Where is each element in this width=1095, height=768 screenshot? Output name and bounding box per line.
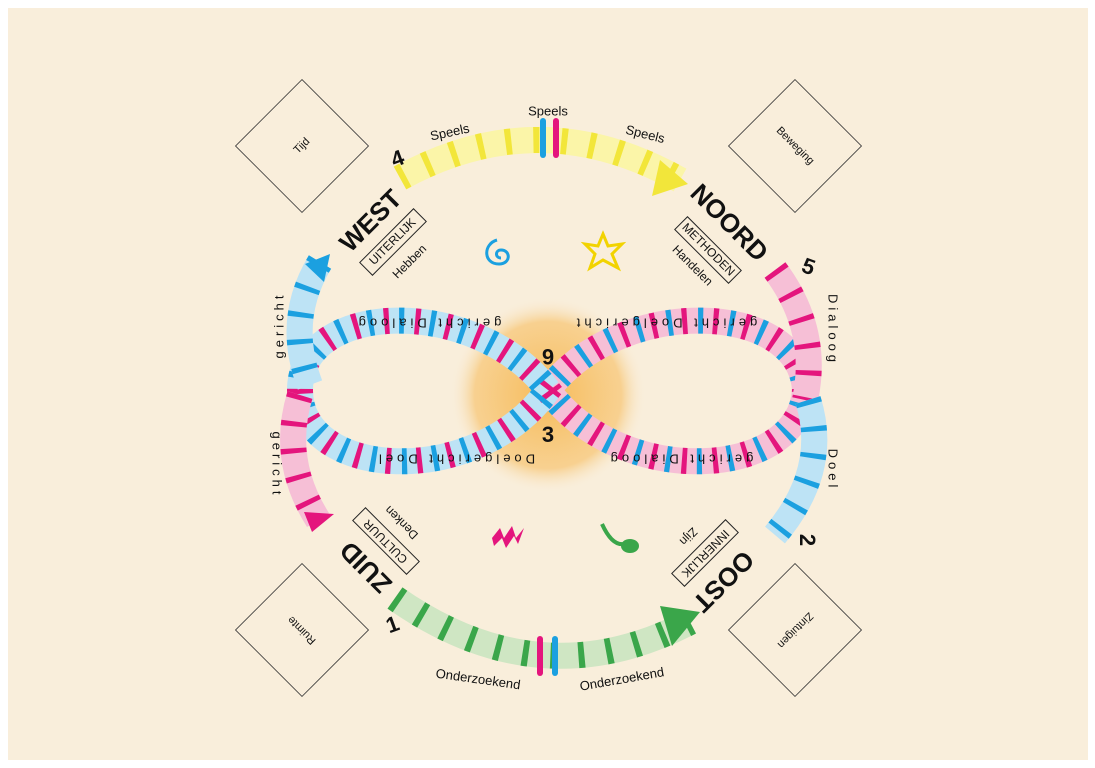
track-label: Doel <box>826 449 841 492</box>
track-label: Speels <box>528 103 568 118</box>
crossing-marker <box>540 118 546 158</box>
start-number: 3 <box>542 422 554 447</box>
crossing-marker <box>552 636 558 676</box>
crossing-marker <box>537 636 543 676</box>
game-board: Tijd Beweging Ruimte Zintuigen WE <box>0 0 1095 768</box>
crossing-marker <box>553 118 559 158</box>
track-label: Doelgericht Doel <box>375 452 535 467</box>
track-label: gericht Dialoog <box>355 316 502 331</box>
start-number: 6 <box>542 344 554 369</box>
start-number: 2 <box>795 534 820 546</box>
track-label: gericht <box>270 431 285 498</box>
track-label: Dialoog <box>826 294 841 366</box>
track-label: gericht Doelgericht <box>573 316 757 331</box>
track-label: gericht <box>271 291 286 358</box>
track-label: gericht Dialoog <box>607 452 754 467</box>
sprout-head <box>621 539 639 553</box>
